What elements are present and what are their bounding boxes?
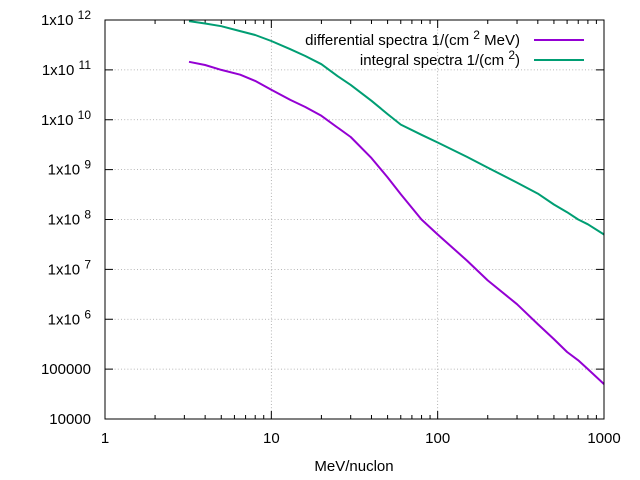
y-tick-label: 1x10 10 [41,108,91,129]
integral-spectra-line [188,20,605,236]
x-tick-label: 1000 [587,430,620,447]
y-tick-label: 10000 [49,411,91,428]
axis-ticks [104,19,605,420]
y-tick-label: 1x10 12 [41,8,91,29]
y-tick-labels: 10000 100000 1x10 6 1x10 7 1x10 8 1x10 9 1x10 … [41,8,91,428]
y-tick-label: 1x10 6 [48,307,92,328]
y-tick-label: 100000 [41,361,91,378]
plot-frame [104,19,605,420]
x-tick-label: 1 [101,430,109,447]
x-tick-label: 100 [425,430,450,447]
x-axis-label: MeV/nuclon [314,458,393,475]
y-tick-label: 1x10 7 [48,257,92,278]
legend-label-differential: differential spectra 1/(cm 2 MeV) [305,28,520,49]
grid [105,20,604,419]
series-lines [188,20,605,385]
x-tick-labels: 1 10 100 1000 [101,430,621,447]
legend: differential spectra 1/(cm 2 MeV)integra… [305,28,584,69]
y-tick-label: 1x10 11 [42,58,91,79]
differential-spectra-line [188,60,605,385]
y-tick-label: 1x10 8 [48,208,92,229]
x-tick-label: 10 [263,430,280,447]
y-tick-label: 1x10 9 [48,158,92,179]
legend-label-integral: integral spectra 1/(cm 2) [360,48,520,69]
